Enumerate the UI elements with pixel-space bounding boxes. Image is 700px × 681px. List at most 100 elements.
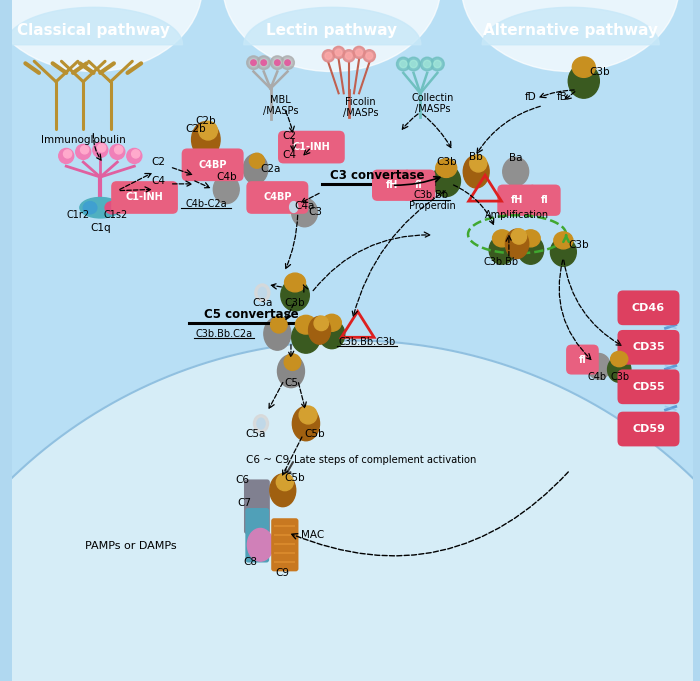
Ellipse shape	[407, 57, 421, 71]
Ellipse shape	[281, 279, 309, 311]
FancyBboxPatch shape	[271, 518, 298, 571]
Ellipse shape	[319, 320, 345, 349]
Ellipse shape	[573, 57, 595, 78]
Ellipse shape	[127, 148, 142, 163]
Text: C1s2: C1s2	[103, 210, 127, 219]
Ellipse shape	[335, 49, 342, 56]
Ellipse shape	[64, 150, 71, 158]
Ellipse shape	[83, 202, 97, 214]
Ellipse shape	[271, 317, 287, 333]
Ellipse shape	[470, 155, 486, 172]
Text: fH: fH	[386, 180, 398, 190]
Text: Ba: Ba	[509, 153, 522, 163]
Text: Ficolin
/MASPs: Ficolin /MASPs	[343, 97, 378, 118]
Ellipse shape	[322, 315, 342, 331]
Ellipse shape	[277, 355, 304, 387]
Text: C1-INH: C1-INH	[293, 142, 330, 152]
Ellipse shape	[363, 50, 375, 62]
Ellipse shape	[463, 155, 489, 188]
Text: CD46: CD46	[632, 303, 665, 313]
Ellipse shape	[223, 0, 441, 72]
Ellipse shape	[285, 60, 290, 65]
Text: C1-INH: C1-INH	[126, 193, 163, 202]
Text: C6: C6	[235, 475, 249, 485]
Ellipse shape	[105, 202, 119, 214]
Ellipse shape	[314, 316, 328, 330]
Text: C2: C2	[151, 157, 165, 167]
Text: C2a: C2a	[260, 164, 281, 174]
Text: C4: C4	[151, 176, 165, 186]
Ellipse shape	[433, 61, 441, 68]
Ellipse shape	[244, 154, 268, 184]
Text: Alternative pathway: Alternative pathway	[483, 23, 658, 38]
Text: C3b: C3b	[436, 157, 456, 167]
Ellipse shape	[295, 315, 316, 334]
FancyBboxPatch shape	[278, 131, 345, 163]
Text: C2b: C2b	[186, 125, 206, 134]
Text: C3b: C3b	[285, 298, 305, 308]
Text: CD55: CD55	[632, 382, 665, 392]
Text: C3b.Bb: C3b.Bb	[413, 191, 448, 200]
Ellipse shape	[249, 153, 265, 168]
FancyBboxPatch shape	[372, 170, 412, 201]
Text: C3b: C3b	[590, 67, 610, 76]
Ellipse shape	[343, 50, 355, 62]
Ellipse shape	[356, 49, 363, 56]
Text: C2b: C2b	[195, 116, 216, 125]
Ellipse shape	[93, 142, 108, 157]
Ellipse shape	[292, 321, 320, 353]
Text: C4BP: C4BP	[263, 193, 292, 202]
Text: C4b-C2a: C4b-C2a	[185, 200, 227, 209]
Ellipse shape	[396, 57, 410, 71]
Ellipse shape	[290, 202, 298, 212]
Text: CD35: CD35	[632, 343, 665, 352]
FancyBboxPatch shape	[111, 181, 178, 214]
Ellipse shape	[258, 287, 267, 298]
Ellipse shape	[199, 121, 218, 140]
FancyBboxPatch shape	[566, 345, 598, 375]
Ellipse shape	[293, 407, 319, 441]
Ellipse shape	[284, 354, 301, 370]
FancyBboxPatch shape	[245, 508, 270, 563]
Ellipse shape	[610, 351, 628, 366]
Ellipse shape	[325, 52, 332, 59]
Text: C5a: C5a	[246, 430, 266, 439]
Text: C6 ~ C9: C6 ~ C9	[246, 455, 289, 464]
Ellipse shape	[76, 144, 91, 159]
Ellipse shape	[253, 415, 269, 432]
Ellipse shape	[80, 146, 89, 154]
Text: CD59: CD59	[632, 424, 665, 434]
Ellipse shape	[587, 353, 610, 379]
Ellipse shape	[322, 50, 335, 62]
Ellipse shape	[249, 59, 258, 67]
Ellipse shape	[430, 57, 444, 71]
FancyBboxPatch shape	[528, 185, 561, 216]
Ellipse shape	[518, 236, 544, 264]
Ellipse shape	[260, 59, 268, 67]
Text: C9: C9	[276, 569, 290, 578]
Ellipse shape	[309, 317, 330, 344]
Text: Amplification: Amplification	[485, 210, 549, 219]
Ellipse shape	[489, 236, 515, 264]
Ellipse shape	[257, 56, 270, 69]
FancyBboxPatch shape	[617, 290, 680, 325]
Ellipse shape	[410, 61, 417, 68]
FancyBboxPatch shape	[182, 148, 244, 181]
Text: C1r2: C1r2	[67, 210, 90, 219]
Text: C3b: C3b	[610, 373, 629, 382]
Ellipse shape	[284, 59, 292, 67]
FancyBboxPatch shape	[244, 479, 270, 534]
Ellipse shape	[273, 59, 281, 67]
Ellipse shape	[550, 238, 576, 266]
Ellipse shape	[292, 198, 318, 227]
Ellipse shape	[505, 229, 528, 259]
FancyBboxPatch shape	[497, 185, 537, 216]
Ellipse shape	[521, 230, 540, 247]
Text: C4a: C4a	[295, 201, 315, 210]
Text: C3 convertase: C3 convertase	[330, 169, 425, 183]
Ellipse shape	[214, 175, 239, 204]
Text: Immunoglobulin: Immunoglobulin	[41, 135, 125, 144]
FancyBboxPatch shape	[246, 181, 308, 214]
Ellipse shape	[251, 60, 256, 65]
Ellipse shape	[270, 56, 284, 69]
